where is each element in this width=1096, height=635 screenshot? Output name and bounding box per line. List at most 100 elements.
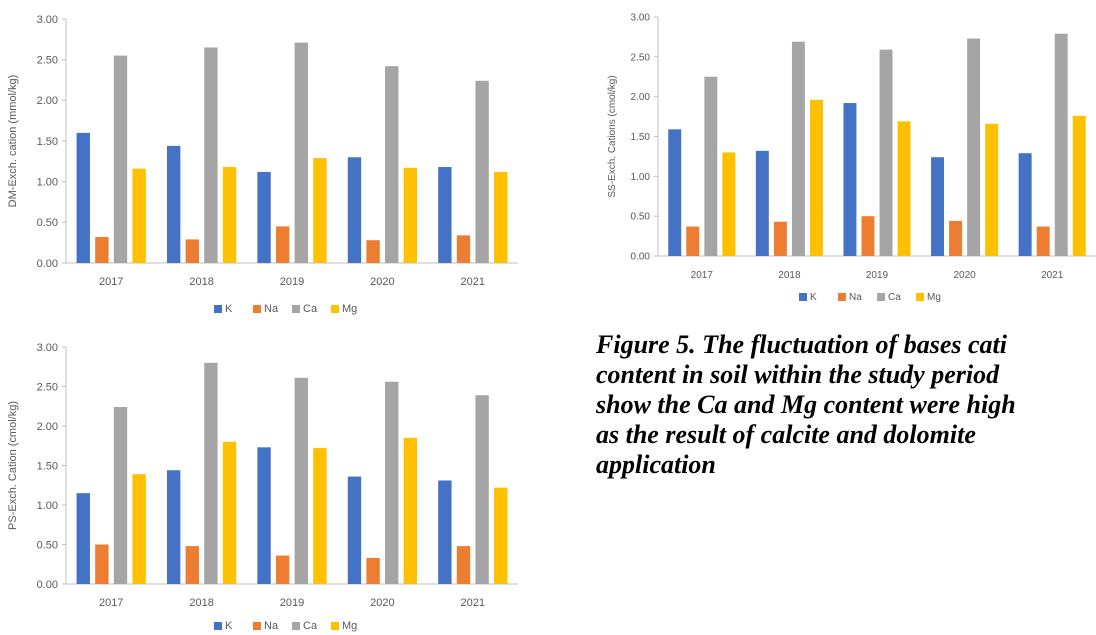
bar-na-2020 — [366, 557, 380, 584]
y-tick-label: 3.00 — [37, 342, 58, 354]
y-tick-label: 0.50 — [631, 212, 651, 223]
legend-label-k: K — [810, 292, 817, 303]
legend-swatch-ca — [877, 293, 885, 301]
x-tick-label: 2019 — [280, 276, 304, 288]
y-tick-label: 0.50 — [37, 217, 58, 229]
bar-mg-2019 — [313, 448, 327, 584]
legend-label-mg: Mg — [927, 292, 941, 303]
y-tick-label: 2.50 — [37, 55, 58, 67]
y-tick-label: 0.50 — [37, 539, 58, 551]
x-tick-label: 2017 — [691, 270, 714, 281]
legend-swatch-na — [253, 305, 261, 313]
legend-label-ca: Ca — [888, 292, 901, 303]
y-tick-label: 1.50 — [37, 460, 58, 472]
bar-na-2017 — [95, 544, 109, 584]
bar-mg-2018 — [809, 99, 823, 256]
x-tick-label: 2020 — [370, 276, 394, 288]
bar-ca-2019 — [294, 377, 309, 584]
legend-swatch-k — [214, 622, 222, 630]
bar-k-2017 — [76, 132, 90, 263]
legend-swatch-na — [253, 622, 261, 630]
x-tick-label: 2020 — [953, 270, 976, 281]
bar-na-2019 — [275, 555, 290, 584]
x-tick-label: 2020 — [370, 597, 394, 609]
bar-mg-2021 — [494, 487, 508, 584]
bar-ca-2021 — [475, 395, 489, 584]
bar-mg-2020 — [985, 123, 999, 257]
bar-mg-2020 — [403, 437, 418, 584]
bar-na-2020 — [366, 240, 380, 263]
bar-mg-2021 — [1072, 115, 1086, 256]
y-tick-label: 0.00 — [37, 579, 58, 591]
legend-label-ca: Ca — [303, 303, 318, 315]
bar-ca-2021 — [1054, 33, 1068, 257]
bar-k-2017 — [668, 129, 682, 256]
y-tick-label: 3.00 — [631, 13, 651, 24]
bar-ca-2018 — [204, 47, 218, 263]
bar-ca-2017 — [113, 55, 128, 263]
bar-ca-2017 — [113, 407, 128, 584]
bar-ca-2019 — [879, 49, 893, 257]
bar-mg-2021 — [494, 171, 508, 263]
x-tick-label: 2021 — [461, 276, 485, 288]
legend-swatch-na — [838, 293, 846, 301]
y-tick-label: 1.00 — [631, 172, 651, 183]
legend-swatch-mg — [916, 293, 924, 301]
legend-label-k: K — [225, 620, 233, 632]
bar-k-2021 — [438, 167, 452, 263]
bar-ca-2018 — [791, 41, 805, 256]
bar-ca-2019 — [294, 42, 309, 263]
bar-na-2017 — [95, 236, 109, 263]
dm-exch-cation-chart: 0.00 0.50 1.00 1.50 2.00 2.50 3.00 DM-Exch. cat… — [7, 14, 518, 315]
x-tick-label: 2018 — [189, 276, 213, 288]
bar-na-2018 — [185, 239, 199, 263]
y-tick-label: 0.00 — [631, 252, 651, 263]
bar-mg-2018 — [222, 441, 237, 584]
x-tick-label: 2017 — [99, 597, 123, 609]
y-axis-label: DM-Exch. cation (mmol/kg) — [7, 75, 19, 208]
legend-swatch-ca — [292, 622, 300, 630]
legend-swatch-ca — [292, 305, 300, 313]
bar-mg-2019 — [313, 158, 327, 263]
bar-k-2020 — [347, 157, 362, 263]
x-tick-label: 2018 — [189, 597, 213, 609]
bar-ca-2020 — [967, 38, 981, 257]
bar-na-2021 — [456, 235, 471, 263]
y-tick-label: 2.50 — [631, 52, 651, 63]
y-tick-label: 3.00 — [37, 14, 58, 26]
legend-label-na: Na — [264, 620, 279, 632]
x-tick-label: 2018 — [778, 270, 801, 281]
bar-mg-2017 — [722, 152, 736, 256]
bar-na-2018 — [185, 546, 199, 584]
bar-k-2018 — [166, 470, 181, 584]
bar-na-2020 — [949, 220, 963, 256]
y-tick-label: 1.00 — [37, 500, 58, 512]
x-tick-label: 2019 — [280, 597, 304, 609]
bar-k-2018 — [755, 150, 769, 256]
bar-k-2019 — [843, 103, 857, 256]
bar-mg-2020 — [403, 167, 418, 263]
x-tick-label: 2021 — [461, 597, 485, 609]
legend-swatch-mg — [331, 622, 339, 630]
legend-swatch-k — [799, 293, 807, 301]
bar-na-2019 — [275, 226, 290, 263]
legend-label-na: Na — [264, 303, 279, 315]
bar-mg-2018 — [222, 167, 237, 263]
bar-na-2018 — [773, 221, 787, 256]
legend-label-k: K — [225, 303, 233, 315]
y-axis-label: PS-Exch. Cation (cmol/kg) — [7, 401, 19, 530]
legend-label-mg: Mg — [342, 303, 357, 315]
y-tick-label: 2.00 — [37, 95, 58, 107]
bar-mg-2019 — [897, 121, 911, 256]
legend-swatch-mg — [331, 305, 339, 313]
bar-na-2017 — [686, 226, 700, 256]
bar-na-2021 — [1036, 226, 1050, 256]
bar-ca-2020 — [385, 66, 399, 263]
bar-ca-2017 — [704, 76, 718, 256]
ps-exch-cation-chart: 0.00 0.50 1.00 1.50 2.00 2.50 3.00 PS-Exch. Cat… — [7, 342, 518, 632]
bar-na-2019 — [861, 216, 875, 256]
x-tick-label: 2021 — [1041, 270, 1064, 281]
bar-ca-2018 — [204, 362, 218, 584]
legend-label-ca: Ca — [303, 620, 318, 632]
ss-exch-cations-chart: 0.00 0.50 1.00 1.50 2.00 2.50 3.00 SS-Exch. Cat… — [607, 13, 1096, 303]
